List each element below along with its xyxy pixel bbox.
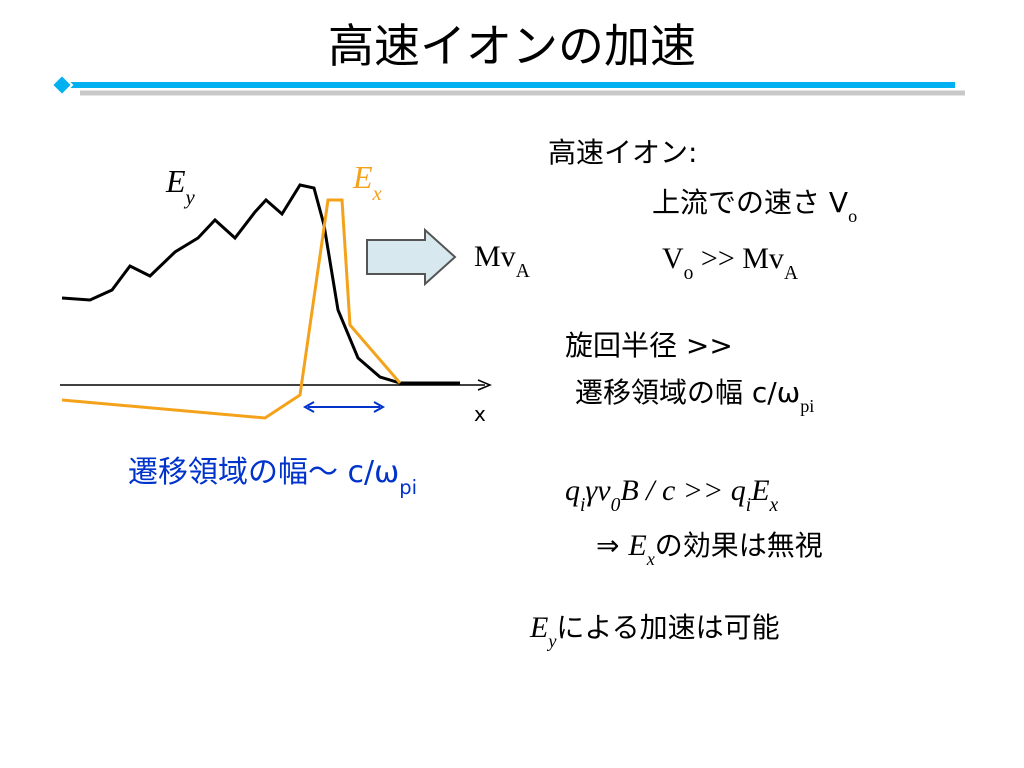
x-axis-label: x [474,402,486,426]
note: Vo >> MvA [662,242,798,284]
text-part: E [529,611,548,644]
text-part: による加速は可能 [556,611,779,644]
block-arrow [366,227,457,287]
ey-label: Ey [165,163,196,209]
note: Eyによる加速は可能 [529,611,780,651]
width-arrow-left [302,401,315,413]
text-part: E [750,474,769,507]
text-part: B / c >> q [620,474,745,507]
ey-curve [61,183,460,385]
text-part: V [662,242,684,275]
text-part: 上流での速さ V [652,186,848,219]
text-part: y [546,631,557,651]
text-part: γv [585,474,611,507]
x-axis-arrow [477,379,492,391]
arrow-label: MvA [474,240,530,282]
text-part: o [684,263,694,284]
text-part: 0 [611,495,621,516]
text-part: x [769,495,779,516]
note: 旋回半径 >> [565,329,733,362]
text-part: Mv [474,240,516,273]
text-part: >> Mv [693,242,784,275]
rule-diamond [50,73,74,97]
text-part: A [516,261,530,282]
text-part: 旋回半径 >> [565,329,733,362]
text-part: x [646,549,655,569]
text-part: o [848,206,857,226]
text-part: pi [800,396,814,416]
text-part: q [565,474,580,507]
note: ⇒ Exの効果は無視 [596,529,823,569]
ex-curve [61,198,402,420]
text-part: E [165,163,186,199]
text-part: 遷移領域の幅 c/ω [575,376,800,409]
text-part: pi [399,476,417,499]
text-part: i [580,495,585,516]
text-part: 高速イオン: [548,136,697,169]
text-part: ⇒ [596,529,628,562]
text-part: A [784,263,798,284]
formula: qiγv0B / c >> qiEx [565,474,779,516]
width-arrow-right [373,401,386,413]
text-part: E [352,159,373,195]
text-part: 遷移領域の幅～ c/ω [128,455,399,490]
note: 上流での速さ Vo [652,186,857,226]
text-part: の効果は無視 [655,529,823,562]
text-part: E [627,529,646,562]
note: 遷移領域の幅 c/ωpi [575,376,814,416]
slide-title: 高速イオンの加速 [328,19,696,73]
text-part: y [184,186,196,209]
ex-label: Ex [352,159,383,205]
text-part: x [372,182,383,205]
caption: 遷移領域の幅～ c/ωpi [128,455,417,499]
note: 高速イオン: [548,136,697,169]
text-part: i [746,495,751,516]
